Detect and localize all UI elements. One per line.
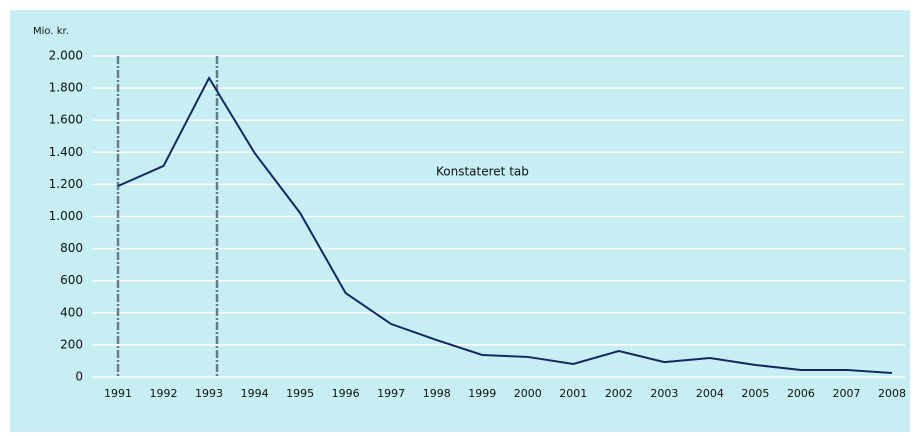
y-tick-label: 1.200 <box>49 177 83 191</box>
y-tick-label: 1.800 <box>49 81 83 95</box>
x-tick-label: 2008 <box>878 387 906 400</box>
y-tick-label: 0 <box>75 370 83 384</box>
x-tick-label: 1994 <box>241 387 269 400</box>
x-tick-label: 1991 <box>104 387 132 400</box>
x-tick-label: 1996 <box>332 387 360 400</box>
y-tick-label: 2.000 <box>49 49 83 63</box>
x-tick-label: 2002 <box>605 387 633 400</box>
y-tick-label: 1.600 <box>49 113 83 127</box>
y-tick-label: 1.400 <box>49 145 83 159</box>
y-tick-label: 400 <box>60 305 83 319</box>
x-tick-label: 1995 <box>286 387 314 400</box>
grid <box>92 55 905 378</box>
y-axis-label: Mio. kr. <box>33 26 69 37</box>
y-tick-label: 1.000 <box>49 209 83 223</box>
series-annotation: Konstateret tab <box>436 165 529 179</box>
x-tick-label: 2003 <box>650 387 678 400</box>
y-tick-label: 800 <box>60 241 83 255</box>
plot-background <box>10 10 910 432</box>
x-tick-label: 2005 <box>741 387 769 400</box>
y-tick-label: 600 <box>60 273 83 287</box>
x-tick-label: 2006 <box>787 387 815 400</box>
x-tick-label: 1992 <box>150 387 178 400</box>
x-tick-label: 2004 <box>696 387 724 400</box>
x-tick-label: 1993 <box>195 387 223 400</box>
x-tick-label: 2001 <box>559 387 587 400</box>
x-tick-label: 2007 <box>832 387 860 400</box>
x-tick-label: 1999 <box>468 387 496 400</box>
data-line <box>117 75 893 374</box>
y-tick-label: 200 <box>60 337 83 351</box>
x-tick-label: 1997 <box>377 387 405 400</box>
x-tick-label: 1998 <box>423 387 451 400</box>
x-tick-label: 2000 <box>514 387 542 400</box>
